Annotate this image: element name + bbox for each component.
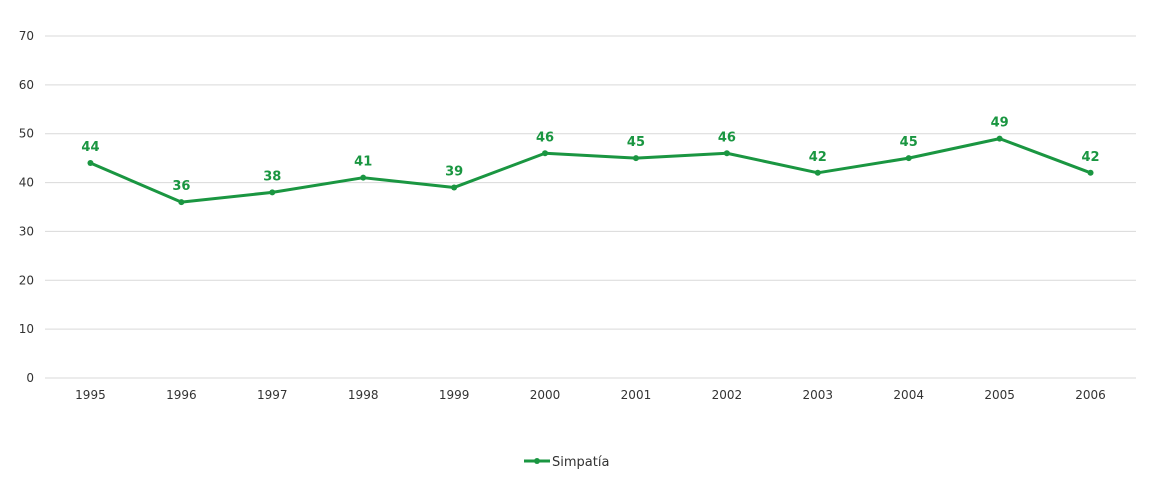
- data-point[interactable]: [178, 199, 185, 206]
- x-tick-label: 2004: [893, 388, 924, 402]
- x-tick-label: 1996: [166, 388, 197, 402]
- y-tick-label: 0: [26, 371, 34, 385]
- data-label: 45: [900, 135, 918, 150]
- data-label: 39: [445, 164, 463, 179]
- y-tick-label: 20: [19, 273, 34, 287]
- legend-label: Simpatía: [552, 455, 609, 470]
- legend-swatch-dot: [534, 458, 540, 464]
- data-label: 44: [81, 140, 99, 155]
- data-point[interactable]: [632, 155, 639, 162]
- data-point[interactable]: [814, 169, 821, 176]
- y-axis-ticks: 0 10 20 30 40 50 60 70: [19, 29, 34, 385]
- y-tick-label: 40: [19, 176, 34, 190]
- data-label: 42: [1081, 150, 1099, 165]
- x-tick-label: 2003: [803, 388, 834, 402]
- x-tick-label: 1998: [348, 388, 379, 402]
- data-point[interactable]: [723, 150, 730, 157]
- x-tick-label: 2002: [712, 388, 743, 402]
- data-point[interactable]: [451, 184, 458, 191]
- data-label: 36: [172, 179, 190, 194]
- data-label: 38: [263, 169, 281, 184]
- data-label: 46: [536, 130, 554, 145]
- x-tick-label: 2001: [621, 388, 652, 402]
- legend[interactable]: Simpatía: [524, 455, 609, 470]
- series-simpatia: [87, 135, 1094, 206]
- data-point[interactable]: [905, 155, 912, 162]
- data-point[interactable]: [996, 135, 1003, 142]
- data-label: 45: [627, 135, 645, 150]
- series-line: [89, 137, 1092, 204]
- data-point[interactable]: [542, 150, 549, 157]
- x-tick-label: 1997: [257, 388, 288, 402]
- x-tick-label: 1995: [75, 388, 106, 402]
- data-point[interactable]: [1087, 169, 1094, 176]
- data-point[interactable]: [269, 189, 276, 196]
- y-tick-label: 70: [19, 29, 34, 43]
- y-tick-label: 30: [19, 224, 34, 238]
- y-tick-label: 10: [19, 322, 34, 336]
- data-point[interactable]: [360, 174, 367, 181]
- grid-lines: [45, 35, 1136, 379]
- x-axis-ticks: 1995 1996 1997 1998 1999 2000 2001 2002 2003 2004…: [75, 388, 1106, 402]
- y-tick-label: 50: [19, 127, 34, 141]
- data-labels: 44 36 38 41 39 46 45 46 42 45 49 42: [81, 116, 1099, 195]
- data-point[interactable]: [87, 160, 94, 167]
- data-label: 41: [354, 155, 372, 170]
- data-label: 49: [991, 116, 1009, 131]
- data-label: 46: [718, 130, 736, 145]
- x-tick-label: 2006: [1075, 388, 1106, 402]
- x-tick-label: 1999: [439, 388, 470, 402]
- y-tick-label: 60: [19, 78, 34, 92]
- x-tick-label: 2005: [984, 388, 1015, 402]
- x-tick-label: 2000: [530, 388, 561, 402]
- data-label: 42: [809, 150, 827, 165]
